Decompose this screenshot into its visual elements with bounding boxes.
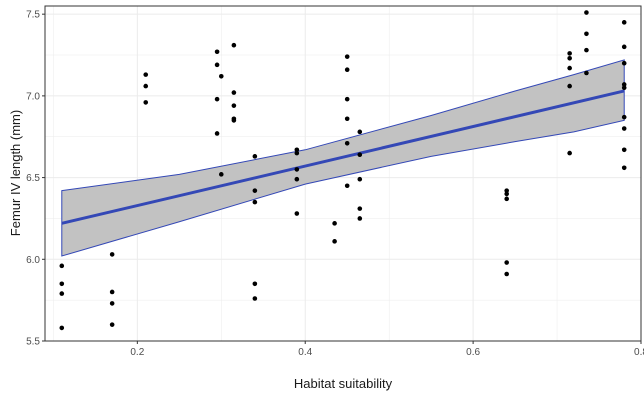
data-point — [59, 291, 65, 296]
data-point — [143, 72, 149, 77]
data-point — [357, 216, 363, 221]
data-point — [621, 44, 627, 50]
fit-line — [61, 89, 625, 225]
x-tick-label: 0.8 — [634, 347, 644, 358]
data-point — [567, 83, 572, 89]
data-points — [59, 10, 627, 331]
data-point — [584, 70, 589, 76]
data-point — [59, 325, 65, 331]
data-point — [504, 196, 509, 202]
data-point — [252, 154, 258, 159]
data-point — [294, 167, 300, 172]
data-point — [504, 188, 509, 193]
y-axis-title: Femur IV length (mm) — [8, 110, 23, 236]
plot-border — [44, 5, 642, 342]
data-point — [504, 271, 509, 277]
data-point — [231, 118, 237, 123]
data-point — [59, 263, 65, 269]
data-point — [567, 55, 572, 61]
data-point — [218, 73, 224, 79]
data-point — [59, 281, 65, 287]
data-point — [143, 83, 149, 89]
data-point — [504, 191, 509, 197]
data-point — [357, 176, 363, 182]
x-tick-label: 0.6 — [466, 347, 480, 358]
data-point — [332, 221, 337, 226]
data-point — [109, 301, 115, 306]
data-point — [357, 129, 363, 135]
data-point — [294, 211, 300, 216]
data-point — [252, 296, 258, 301]
data-point — [621, 60, 627, 66]
data-point — [344, 183, 350, 189]
data-point — [584, 10, 589, 15]
data-point — [332, 239, 337, 244]
data-point — [621, 147, 627, 153]
data-point — [252, 188, 258, 193]
data-point — [621, 114, 627, 120]
data-point — [584, 47, 589, 53]
data-point — [294, 150, 300, 156]
x-tick-label: 0.4 — [298, 347, 312, 358]
data-point — [357, 206, 363, 211]
data-point — [231, 90, 237, 95]
data-point — [584, 31, 589, 37]
data-point — [621, 20, 627, 25]
data-point — [567, 65, 572, 71]
data-point — [344, 140, 350, 146]
data-point — [344, 67, 350, 73]
data-point — [252, 199, 258, 205]
data-point — [504, 260, 509, 265]
data-point — [218, 172, 224, 177]
data-point — [344, 116, 350, 122]
y-tick-label: 6.5 — [26, 173, 40, 184]
data-point — [252, 281, 258, 287]
y-tick-label: 7.5 — [26, 10, 40, 21]
data-point — [621, 126, 627, 131]
data-point — [109, 252, 115, 257]
data-point — [294, 147, 300, 153]
data-point — [109, 289, 115, 295]
data-point — [214, 96, 220, 102]
data-point — [344, 54, 350, 59]
data-point — [344, 96, 350, 102]
x-axis: 0.2 0.4 0.6 0.8 — [130, 341, 644, 358]
data-point — [143, 100, 149, 105]
y-tick-label: 6.0 — [26, 255, 40, 266]
data-point — [621, 165, 627, 171]
data-point — [567, 51, 572, 56]
data-point — [214, 131, 220, 136]
data-point — [109, 322, 115, 327]
data-point — [357, 152, 363, 158]
data-point — [621, 85, 627, 91]
x-axis-title: Habitat suitability — [294, 376, 393, 391]
data-point — [567, 150, 572, 156]
data-point — [231, 42, 237, 48]
data-point — [214, 49, 220, 55]
data-point — [231, 103, 237, 108]
data-point — [294, 176, 300, 182]
data-point — [621, 82, 627, 87]
x-tick-label: 0.2 — [130, 347, 144, 358]
y-tick-label: 7.0 — [26, 91, 40, 102]
data-point — [214, 62, 220, 68]
y-axis: 5.5 6.0 6.5 7.0 7.5 — [26, 10, 45, 348]
y-tick-label: 5.5 — [26, 337, 40, 348]
